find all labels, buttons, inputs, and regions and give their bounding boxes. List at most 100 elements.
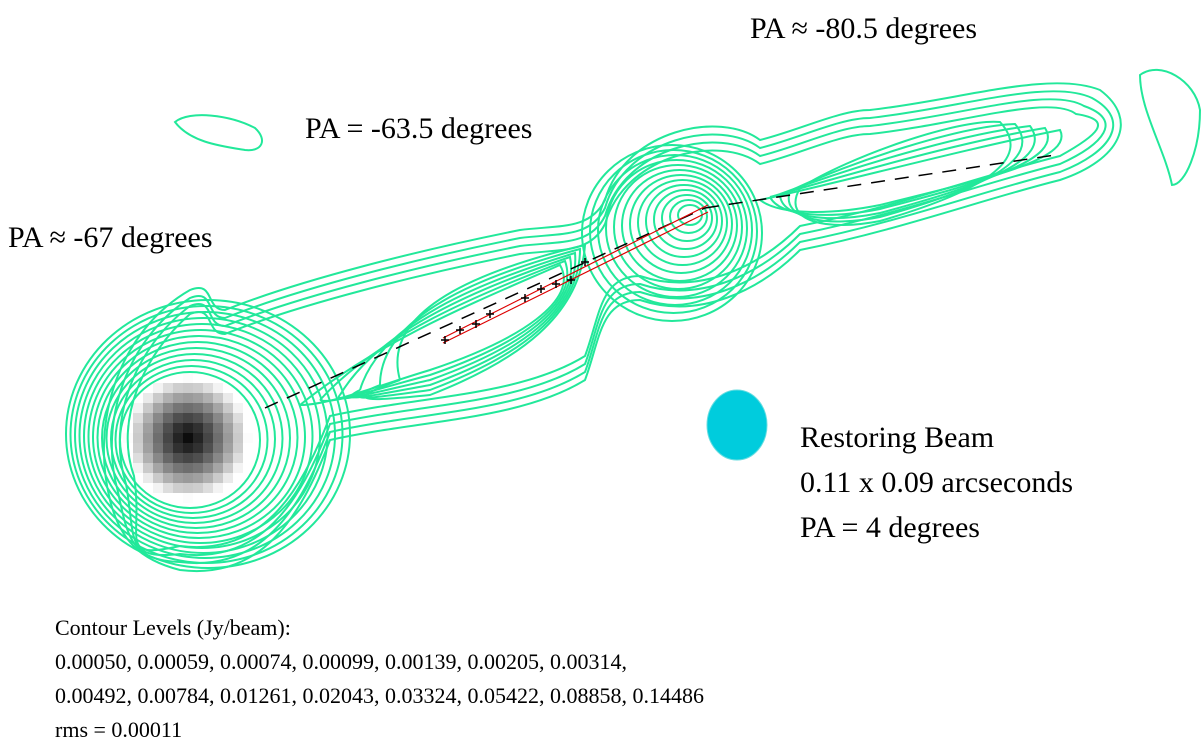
core-pixel bbox=[183, 413, 193, 423]
knot-marker bbox=[486, 310, 494, 318]
beam-label: 0.11 x 0.09 arcseconds bbox=[800, 466, 1073, 499]
core-pixel bbox=[153, 423, 163, 433]
rms: rms = 0.00011 bbox=[55, 717, 182, 742]
core-pixel bbox=[193, 423, 203, 433]
contour-levels: 0.00492, 0.00784, 0.01261, 0.02043, 0.03… bbox=[55, 683, 704, 708]
core-pixel bbox=[213, 463, 223, 473]
core-pixel bbox=[183, 423, 193, 433]
core-pixel bbox=[233, 453, 243, 463]
core-pixel bbox=[213, 393, 223, 403]
core-pixel bbox=[193, 413, 203, 423]
restoring-beam bbox=[707, 390, 767, 460]
core-pixel bbox=[233, 463, 243, 473]
core-pixel bbox=[223, 443, 233, 453]
core-pixel bbox=[133, 443, 143, 453]
core-pixel bbox=[133, 453, 143, 463]
core-pixel bbox=[163, 383, 173, 393]
core-pixel bbox=[243, 443, 253, 453]
core-pixel bbox=[213, 443, 223, 453]
core-pixel bbox=[133, 433, 143, 443]
core-pixel bbox=[183, 433, 193, 443]
core-pixel bbox=[203, 443, 213, 453]
core-pixel bbox=[153, 483, 163, 493]
contour bbox=[175, 115, 262, 150]
core-pixel bbox=[243, 433, 253, 443]
core-pixel bbox=[193, 443, 203, 453]
annotation: PA = -63.5 degrees bbox=[305, 112, 532, 145]
core-pixel bbox=[153, 403, 163, 413]
knot-marker bbox=[537, 285, 545, 293]
core-pixel bbox=[133, 413, 143, 423]
core-pixel bbox=[193, 383, 203, 393]
core-pixel bbox=[183, 383, 193, 393]
core-pixel bbox=[213, 383, 223, 393]
core-pixel bbox=[173, 393, 183, 403]
core-pixel bbox=[163, 433, 173, 443]
core-pixel bbox=[183, 443, 193, 453]
contour bbox=[1140, 70, 1200, 185]
core-pixel bbox=[153, 463, 163, 473]
core-pixel bbox=[153, 453, 163, 463]
core-pixel bbox=[173, 423, 183, 433]
core-pixel bbox=[193, 433, 203, 443]
core-pixel bbox=[203, 473, 213, 483]
core-pixel bbox=[173, 413, 183, 423]
core-pixel bbox=[193, 373, 203, 383]
core-pixel bbox=[143, 433, 153, 443]
core-pixel bbox=[143, 463, 153, 473]
core-pixel bbox=[173, 403, 183, 413]
core-pixel bbox=[203, 413, 213, 423]
core-pixel bbox=[183, 453, 193, 463]
core-pixel bbox=[143, 423, 153, 433]
annotation: PA ≈ -80.5 degrees bbox=[750, 12, 977, 45]
beam-label: PA = 4 degrees bbox=[800, 511, 980, 544]
core-pixel bbox=[143, 453, 153, 463]
core-pixel bbox=[153, 433, 163, 443]
core-pixel bbox=[223, 473, 233, 483]
core-pixel bbox=[183, 493, 193, 503]
core-pixel bbox=[213, 473, 223, 483]
annotation: PA ≈ -67 degrees bbox=[8, 221, 213, 254]
core-pixel bbox=[203, 423, 213, 433]
core-pixel bbox=[223, 453, 233, 463]
knot-marker bbox=[552, 280, 560, 288]
core-pixel bbox=[183, 463, 193, 473]
core-pixel bbox=[173, 383, 183, 393]
core-pixel bbox=[203, 393, 213, 403]
core-pixel bbox=[193, 473, 203, 483]
core-pixel bbox=[163, 483, 173, 493]
core-pixel bbox=[193, 483, 203, 493]
core-pixel bbox=[193, 463, 203, 473]
core-pixel bbox=[233, 423, 243, 433]
core-pixel bbox=[153, 443, 163, 453]
core-pixel bbox=[153, 393, 163, 403]
core-pixel bbox=[223, 433, 233, 443]
core-pixel bbox=[193, 493, 203, 503]
core-pixel bbox=[213, 433, 223, 443]
core-pixel bbox=[223, 403, 233, 413]
core-pixel bbox=[243, 423, 253, 433]
core-pixel bbox=[203, 383, 213, 393]
core-pixel bbox=[173, 473, 183, 483]
core-pixel bbox=[223, 413, 233, 423]
beam-label: Restoring Beam bbox=[800, 421, 994, 454]
core-pixel bbox=[233, 403, 243, 413]
core-pixel bbox=[143, 443, 153, 453]
core-pixel bbox=[163, 463, 173, 473]
contour-levels: 0.00050, 0.00059, 0.00074, 0.00099, 0.00… bbox=[55, 649, 627, 674]
knot-marker bbox=[441, 336, 449, 344]
core-pixel bbox=[173, 463, 183, 473]
core-pixel bbox=[233, 413, 243, 423]
knot-marker bbox=[472, 320, 480, 328]
core-pixel bbox=[133, 403, 143, 413]
core-pixel bbox=[163, 403, 173, 413]
core-pixel bbox=[183, 373, 193, 383]
core-pixel bbox=[213, 413, 223, 423]
core-pixel bbox=[153, 473, 163, 483]
core-pixel bbox=[163, 423, 173, 433]
core-pixel bbox=[203, 483, 213, 493]
core-pixel bbox=[133, 463, 143, 473]
contour-title: Contour Levels (Jy/beam): bbox=[55, 615, 291, 640]
core-pixel bbox=[203, 453, 213, 463]
core-pixel bbox=[143, 393, 153, 403]
